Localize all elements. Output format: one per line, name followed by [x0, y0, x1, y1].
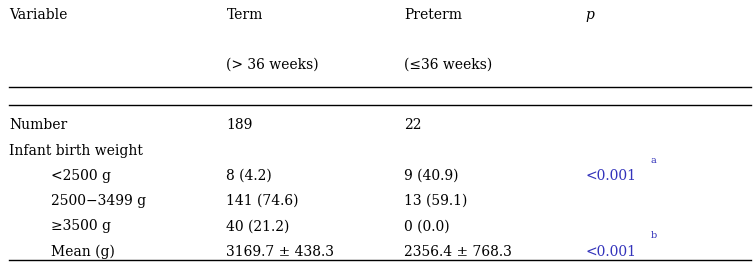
Text: <0.001: <0.001	[585, 245, 636, 259]
Text: Number: Number	[9, 118, 67, 132]
Text: p: p	[585, 8, 594, 22]
Text: Mean (g): Mean (g)	[51, 245, 115, 259]
Text: (≤36 weeks): (≤36 weeks)	[404, 58, 492, 72]
Text: Infant birth weight: Infant birth weight	[9, 144, 143, 158]
Text: b: b	[650, 231, 657, 240]
Text: Variable: Variable	[9, 8, 67, 22]
Text: a: a	[650, 156, 656, 165]
Text: 0 (0.0): 0 (0.0)	[404, 219, 449, 233]
Text: Term: Term	[226, 8, 263, 22]
Text: 9 (40.9): 9 (40.9)	[404, 169, 458, 183]
Text: 8 (4.2): 8 (4.2)	[226, 169, 273, 183]
Text: (> 36 weeks): (> 36 weeks)	[226, 58, 319, 72]
Text: 40 (21.2): 40 (21.2)	[226, 219, 290, 233]
Text: <2500 g: <2500 g	[51, 169, 110, 183]
Text: 22: 22	[404, 118, 421, 132]
Text: Preterm: Preterm	[404, 8, 462, 22]
Text: ≥3500 g: ≥3500 g	[51, 219, 110, 233]
Text: 141 (74.6): 141 (74.6)	[226, 194, 299, 208]
Text: 3169.7 ± 438.3: 3169.7 ± 438.3	[226, 245, 334, 259]
Text: 189: 189	[226, 118, 253, 132]
Text: 2500−3499 g: 2500−3499 g	[51, 194, 146, 208]
Text: <0.001: <0.001	[585, 169, 636, 183]
Text: 13 (59.1): 13 (59.1)	[404, 194, 467, 208]
Text: 2356.4 ± 768.3: 2356.4 ± 768.3	[404, 245, 512, 259]
